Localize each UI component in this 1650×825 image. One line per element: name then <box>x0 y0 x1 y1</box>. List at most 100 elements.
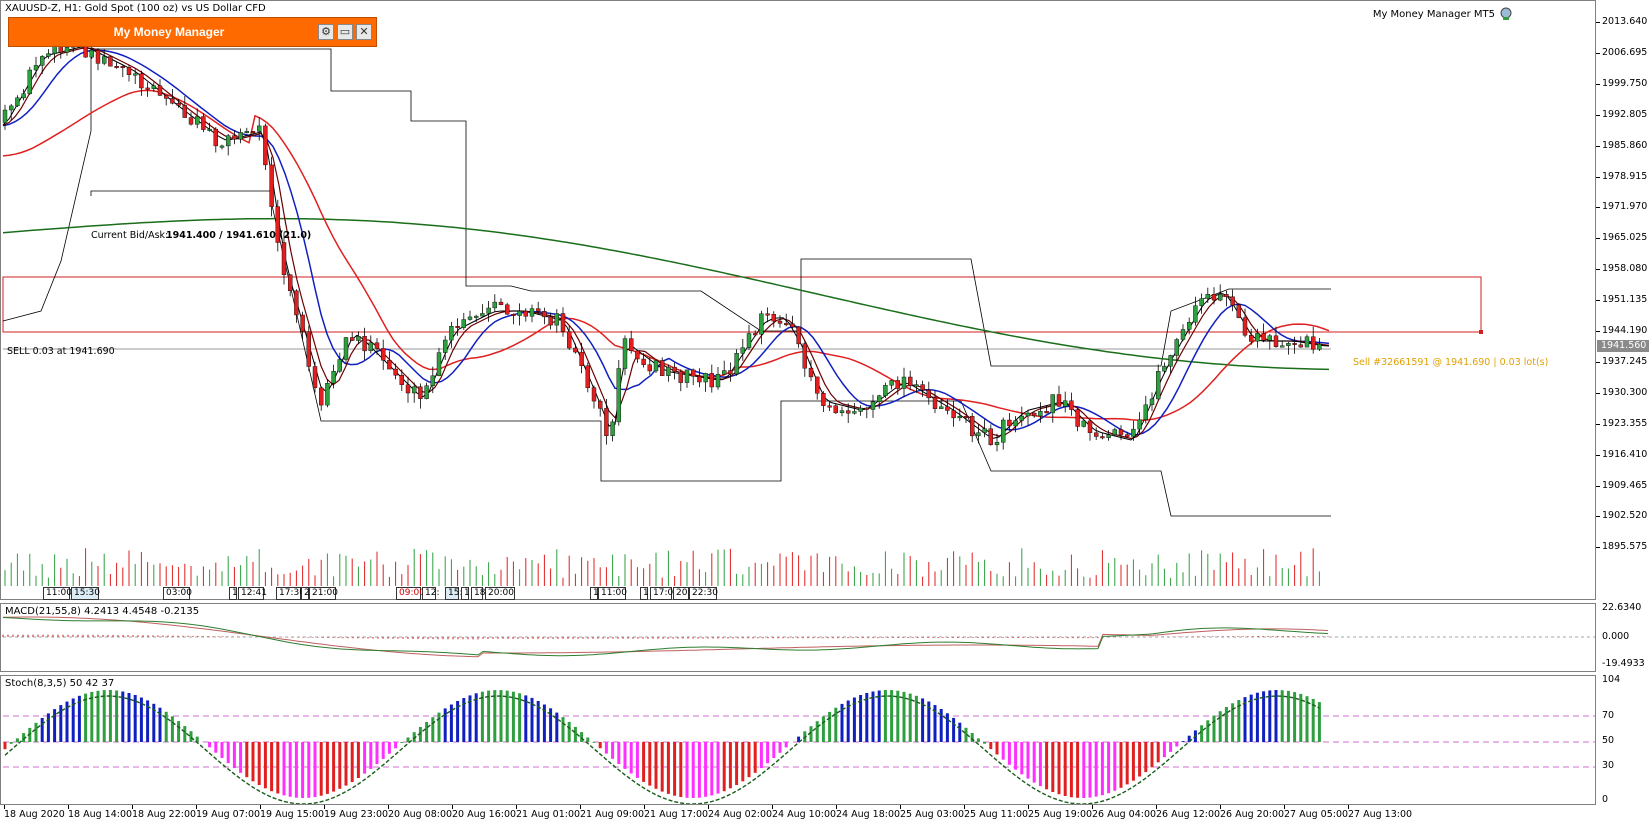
stoch-pane[interactable]: Stoch(8,3,5) 50 42 37 <box>0 675 1596 805</box>
time-tick-label: 21 Aug 01:00 <box>516 809 581 820</box>
price-chart-canvas[interactable] <box>1 1 1595 599</box>
time-tick-mark <box>452 805 453 809</box>
candle-body <box>145 87 150 90</box>
time-tick-mark <box>836 805 837 809</box>
candle-body <box>598 400 603 409</box>
candle-body <box>250 131 256 134</box>
candle-body <box>728 370 733 375</box>
candle-body <box>443 339 448 353</box>
candle-body <box>424 385 429 399</box>
time-tick-mark <box>516 805 517 809</box>
candle-body <box>21 93 26 99</box>
candle-body <box>889 380 894 386</box>
candle-body <box>89 50 95 58</box>
candle-body <box>622 338 628 369</box>
candle-body <box>120 66 126 69</box>
price-tick-label: 1992.805 <box>1602 108 1648 120</box>
candle-body <box>1162 365 1167 372</box>
candle-body <box>1124 434 1130 437</box>
candle-body <box>95 50 101 64</box>
ma-blue <box>2 49 1330 436</box>
price-tick-mark <box>1596 516 1600 518</box>
candle-body <box>1106 434 1111 438</box>
candle-body <box>1087 420 1093 433</box>
candle-body <box>784 323 789 326</box>
candle-body <box>362 336 367 352</box>
bid-ask-label: Current Bid/Ask: <box>91 230 169 241</box>
candle-body <box>337 359 342 372</box>
stoch-tick-label: 0 <box>1602 794 1609 805</box>
ea-label: My Money Manager MT5 <box>1372 9 1495 20</box>
candle-body <box>1273 335 1279 347</box>
price-scale[interactable]: 2013.640 2006.695 1999.750 1992.805 1985.860… <box>1596 0 1650 825</box>
gear-icon: ⚙ <box>321 25 331 38</box>
price-tick-label: 1916.410 <box>1602 448 1648 460</box>
candle-body <box>480 313 485 317</box>
candle-body <box>932 397 938 409</box>
candle-body <box>1230 296 1235 306</box>
candle-body <box>201 116 206 130</box>
candle-body <box>852 411 857 414</box>
settings-button[interactable]: ⚙ <box>318 24 334 40</box>
candle-body <box>505 304 510 315</box>
candle-body <box>821 393 826 406</box>
money-manager-panel[interactable]: My Money Manager ⚙ ▭ ✕ <box>8 17 377 47</box>
candle-body <box>529 308 535 317</box>
candle-body <box>194 116 200 125</box>
candle-body <box>374 342 380 349</box>
price-tick-label: 1923.355 <box>1602 417 1648 429</box>
time-tick-label: 18 Aug 14:00 <box>68 809 133 820</box>
time-tick-mark <box>1348 805 1349 809</box>
candle-body <box>430 375 435 386</box>
candle-body <box>1149 398 1155 405</box>
stoch-tick-label: 30 <box>1602 760 1615 771</box>
time-tick-label: 21 Aug 17:00 <box>644 809 709 820</box>
macd-title: MACD(21,55,8) 4.2413 4.4548 -0.2135 <box>5 606 200 617</box>
volume-bars <box>4 548 1320 586</box>
candle-body <box>957 416 962 419</box>
candle-body <box>1155 371 1161 400</box>
candle-body <box>660 360 665 376</box>
candle-body <box>225 135 231 147</box>
time-tick-mark <box>1156 805 1157 809</box>
session-label: 20:00 <box>485 587 515 600</box>
time-tick-label: 24 Aug 02:00 <box>708 809 773 820</box>
candle-body <box>393 368 398 376</box>
candle-body <box>1174 339 1180 356</box>
time-tick-label: 25 Aug 11:00 <box>964 809 1029 820</box>
time-tick-mark <box>132 805 133 809</box>
price-tick-label: 1971.970 <box>1602 201 1648 213</box>
candle-body <box>498 301 504 306</box>
candle-body <box>1279 345 1285 348</box>
candle-body <box>343 337 349 360</box>
price-chart-pane[interactable]: XAUUSD-Z, H1: Gold Spot (100 oz) vs US D… <box>0 0 1596 600</box>
candle-body <box>684 369 690 383</box>
candle-body <box>126 67 132 76</box>
candle-body <box>976 432 981 437</box>
candle-body <box>914 384 919 387</box>
minimize-button[interactable]: ▭ <box>337 24 353 40</box>
time-axis[interactable]: 18 Aug 2020 18 Aug 14:00 18 Aug 22:00 19 Au… <box>0 805 1596 825</box>
candle-body <box>672 366 677 372</box>
candle-body <box>486 307 491 314</box>
candle-body <box>1013 420 1018 427</box>
candle-body <box>802 343 807 369</box>
candle-body <box>883 385 888 396</box>
price-tick-mark <box>1596 361 1600 363</box>
ma-red <box>2 89 1330 422</box>
session-label: 12:41 <box>238 587 267 600</box>
close-button[interactable]: ✕ <box>356 24 372 40</box>
candle-body <box>908 376 913 387</box>
macd-pane[interactable]: MACD(21,55,8) 4.2413 4.4548 -0.2135 <box>0 603 1596 672</box>
candle-body <box>1193 305 1198 323</box>
candle-body <box>1205 294 1211 299</box>
range-box <box>2 276 1482 333</box>
time-tick-mark <box>68 805 69 809</box>
candle-body <box>1168 355 1173 367</box>
price-tick-mark <box>1596 52 1600 54</box>
price-tick-mark <box>1596 392 1600 394</box>
candle-body <box>1267 335 1273 341</box>
macd-line <box>2 616 1329 658</box>
candle-body <box>858 407 863 412</box>
panel-title: My Money Manager <box>113 25 225 39</box>
